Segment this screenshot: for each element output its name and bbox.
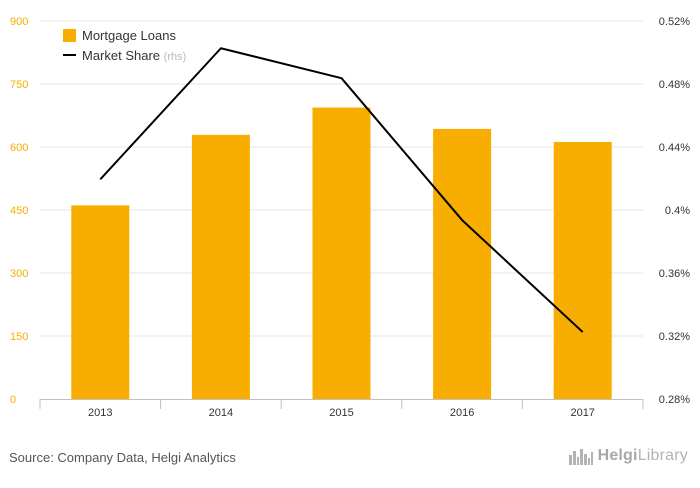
bar — [433, 129, 491, 399]
x-tick-label: 2016 — [450, 407, 474, 419]
x-tick-label: 2014 — [209, 407, 233, 419]
y-left-tick-label: 600 — [10, 142, 28, 154]
brand-logo: HelgiLibrary — [568, 447, 688, 465]
brand-name-bold: Helgi — [598, 447, 638, 464]
legend-label-mortgage-loans: Mortgage Loans — [82, 28, 176, 43]
y-left-tick-label: 0 — [10, 394, 16, 406]
legend-label-market-share: Market Share (rhs) — [82, 48, 186, 63]
bar — [71, 205, 129, 399]
bar — [192, 135, 250, 399]
legend: Mortgage Loans Market Share (rhs) — [63, 28, 186, 63]
bar — [554, 142, 612, 399]
y-right-tick-label: 0.48% — [659, 79, 690, 91]
y-left-tick-label: 450 — [10, 205, 28, 217]
bar-series — [71, 108, 611, 399]
x-tick-label: 2013 — [88, 407, 112, 419]
y-right-tick-label: 0.32% — [659, 331, 690, 343]
y-right-tick-label: 0.4% — [665, 205, 690, 217]
source-note: Source: Company Data, Helgi Analytics — [9, 450, 236, 465]
y-right-tick-label: 0.44% — [659, 142, 690, 154]
y-right-tick-label: 0.52% — [659, 16, 690, 28]
city-skyline-icon — [568, 447, 594, 465]
y-right-tick-label: 0.28% — [659, 394, 690, 406]
x-axis: 2013 2014 2015 2016 2017 — [40, 399, 643, 419]
y-left-tick-label: 750 — [10, 79, 28, 91]
y-left-tick-label: 150 — [10, 331, 28, 343]
brand-name-rest: Library — [638, 447, 688, 464]
x-tick-label: 2017 — [570, 407, 594, 419]
y-left-tick-label: 300 — [10, 268, 28, 280]
bar — [313, 108, 371, 399]
x-tick-label: 2015 — [329, 407, 353, 419]
y-right-tick-label: 0.36% — [659, 268, 690, 280]
legend-rhs-note: (rhs) — [164, 51, 187, 63]
y-left-tick-label: 900 — [10, 16, 28, 28]
brand-name: HelgiLibrary — [598, 447, 688, 465]
legend-swatch-mortgage-loans — [63, 29, 76, 42]
